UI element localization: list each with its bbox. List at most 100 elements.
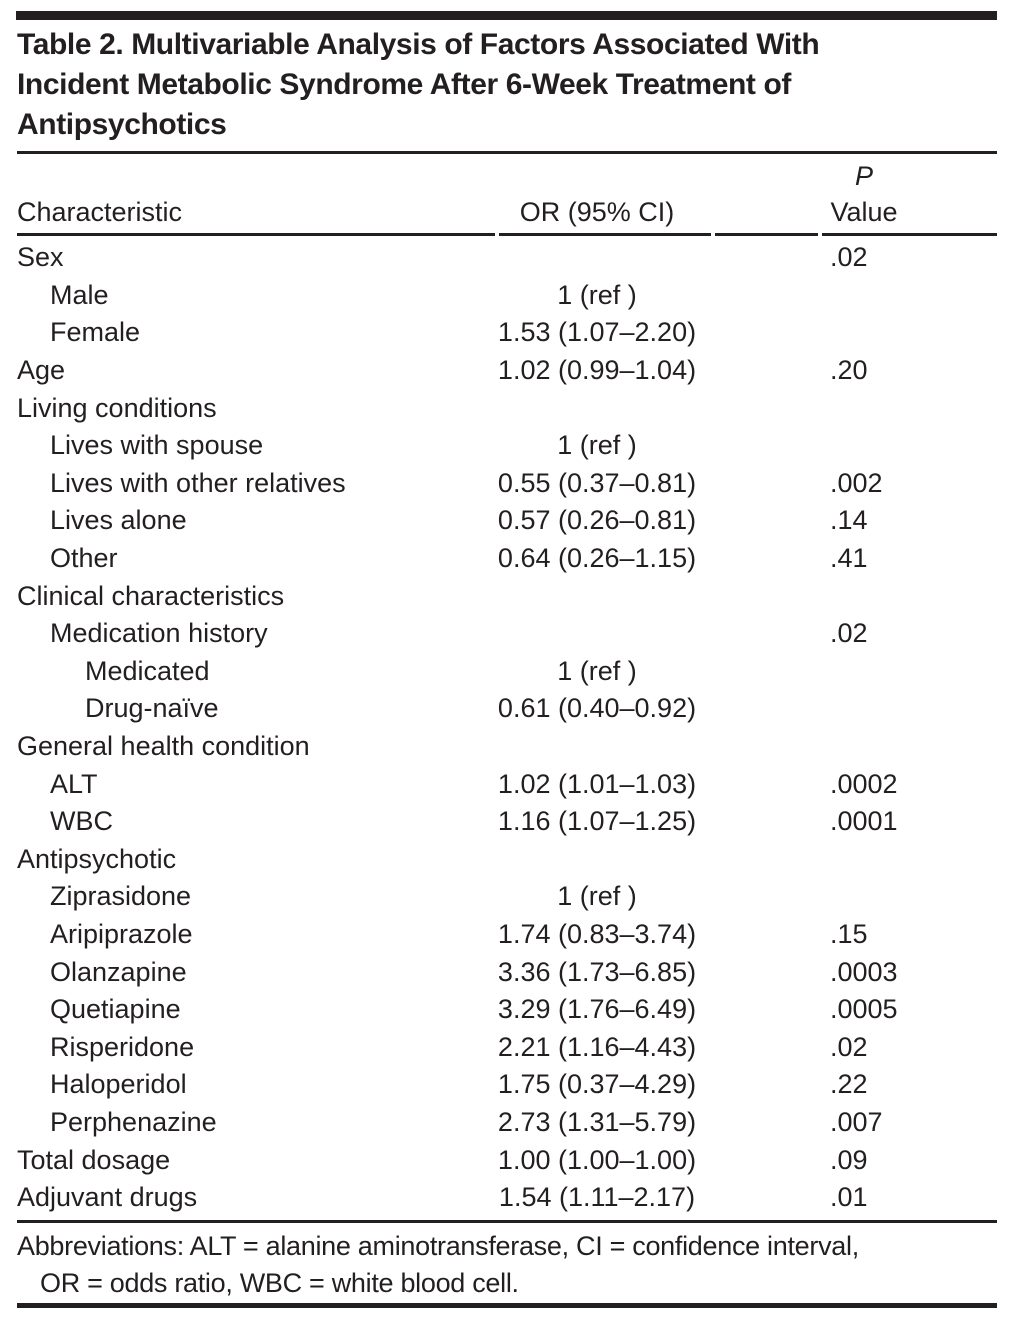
table-title-line: Incident Metabolic Syndrome After 6-Week…: [17, 68, 791, 101]
characteristic-cell: Male: [50, 279, 109, 310]
or-ci-cell: 1.54 (1.11–2.17): [498, 1182, 696, 1213]
or-ci-cell: 1 (ref ): [557, 430, 637, 461]
table-row: Lives with spouse 1 (ref ): [17, 427, 997, 465]
header-top-rule: [17, 151, 997, 154]
column-header-characteristic: Characteristic: [17, 197, 183, 227]
table-title-line: Antipsychotics: [17, 108, 227, 141]
characteristic-cell: WBC: [50, 806, 113, 837]
table-row: Age 1.02 (0.99–1.04) .20: [17, 352, 997, 390]
characteristic-cell: Drug-naïve: [85, 693, 219, 724]
characteristic-cell: Ziprasidone: [50, 881, 192, 912]
p-value-cell: .0003: [830, 956, 898, 987]
table-row: Living conditions: [17, 389, 997, 427]
table-top-bar: [16, 11, 997, 20]
table-row: Olanzapine 3.36 (1.73–6.85) .0003: [17, 953, 997, 991]
table-row: Male 1 (ref ): [17, 277, 997, 315]
characteristic-cell: Medicated: [85, 655, 210, 686]
characteristic-cell: Haloperidol: [50, 1069, 187, 1100]
table-row: General health condition: [17, 728, 997, 766]
p-value-cell: .09: [830, 1144, 868, 1175]
or-ci-cell: 0.57 (0.26–0.81): [497, 505, 697, 536]
table-row: Total dosage 1.00 (1.00–1.00) .09: [17, 1141, 997, 1179]
or-ci-cell: 1.74 (0.83–3.74): [497, 918, 697, 949]
table-row: Clinical characteristics: [17, 577, 997, 615]
table-row: Lives alone 0.57 (0.26–0.81) .14: [17, 502, 997, 540]
characteristic-cell: Other: [50, 543, 118, 574]
characteristic-cell: General health condition: [17, 731, 310, 762]
p-value-cell: .007: [830, 1106, 883, 1137]
p-value-cell: .15: [830, 918, 868, 949]
column-header-spacer: [707, 154, 818, 230]
p-value-cell: .02: [830, 618, 868, 649]
p-value-cell: .01: [830, 1182, 868, 1213]
column-header-or-ci: OR (95% CI): [519, 197, 675, 227]
or-ci-cell: 1.53 (1.07–2.20): [497, 317, 697, 348]
table-row: Female 1.53 (1.07–2.20): [17, 314, 997, 352]
or-ci-cell: 1 (ref ): [557, 881, 637, 912]
characteristic-cell: Clinical characteristics: [17, 580, 285, 611]
or-ci-cell: 0.64 (0.26–1.15): [497, 543, 697, 574]
column-header-p-value: P Value: [818, 158, 997, 230]
or-ci-cell: 1 (ref ): [557, 655, 637, 686]
p-value-cell: .002: [830, 467, 883, 498]
table-row: ALT 1.02 (1.01–1.03) .0002: [17, 765, 997, 803]
table-row: Haloperidol 1.75 (0.37–4.29) .22: [17, 1066, 997, 1104]
characteristic-cell: Sex: [17, 242, 64, 273]
characteristic-cell: Age: [17, 355, 66, 386]
p-value-cell: .0005: [830, 994, 898, 1025]
or-ci-cell: 1.00 (1.00–1.00): [497, 1144, 697, 1175]
characteristic-cell: Living conditions: [17, 392, 217, 423]
characteristic-cell: Total dosage: [17, 1144, 171, 1175]
p-header-word: Value: [830, 197, 898, 227]
table-row: Sex .02: [17, 239, 997, 277]
p-value-header-block: P Value: [828, 158, 900, 230]
table-row: Adjuvant drugs 1.54 (1.11–2.17) .01: [17, 1179, 997, 1217]
p-value-cell: .0002: [830, 768, 898, 799]
characteristic-cell: Risperidone: [50, 1031, 195, 1062]
characteristic-cell: Quetiapine: [50, 994, 181, 1025]
or-ci-cell: 0.61 (0.40–0.92): [497, 693, 697, 724]
footnote-line: OR = odds ratio, WBC = white blood cell.: [40, 1268, 519, 1298]
p-header-letter: P: [854, 161, 873, 191]
characteristic-cell: Olanzapine: [50, 956, 187, 987]
p-value-cell: .02: [830, 242, 868, 273]
rule-notch: [711, 233, 715, 236]
p-value-cell: .22: [830, 1069, 868, 1100]
table-row: WBC 1.16 (1.07–1.25) .0001: [17, 803, 997, 841]
table-row: Ziprasidone 1 (ref ): [17, 878, 997, 916]
or-ci-cell: 1 (ref ): [557, 279, 637, 310]
characteristic-cell: Perphenazine: [50, 1106, 217, 1137]
or-ci-cell: 3.29 (1.76–6.49): [497, 994, 697, 1025]
table-row: Lives with other relatives 0.55 (0.37–0.…: [17, 465, 997, 503]
or-ci-cell: 0.55 (0.37–0.81): [497, 467, 697, 498]
p-value-cell: .41: [830, 543, 868, 574]
characteristic-cell: Adjuvant drugs: [17, 1182, 198, 1213]
footnote-top-rule: [17, 1220, 997, 1223]
p-value-cell: .20: [830, 355, 868, 386]
header-bottom-rule: [17, 233, 997, 236]
table-row: Medication history .02: [17, 615, 997, 653]
table-row: Medicated 1 (ref ): [17, 653, 997, 691]
or-ci-cell: 1.75 (0.37–4.29): [497, 1069, 697, 1100]
table-body: Sex .02 Male 1 (ref ) Female 1.53 (1.07–…: [17, 239, 997, 1216]
table-title-line: Table 2. Multivariable Analysis of Facto…: [17, 28, 820, 61]
table-row: Drug-naïve 0.61 (0.40–0.92): [17, 690, 997, 728]
table-header-row: Characteristic OR (95% CI) P Value: [17, 154, 997, 230]
characteristic-cell: Lives with other relatives: [50, 467, 346, 498]
characteristic-cell: Aripiprazole: [50, 918, 193, 949]
table-row: Antipsychotic: [17, 841, 997, 879]
characteristic-cell: ALT: [50, 768, 98, 799]
characteristic-cell: Antipsychotic: [17, 843, 177, 874]
p-value-cell: .14: [830, 505, 868, 536]
table-row: Perphenazine 2.73 (1.31–5.79) .007: [17, 1104, 997, 1142]
or-ci-cell: 2.21 (1.16–4.43): [497, 1031, 697, 1062]
footnote-line: Abbreviations: ALT = alanine aminotransf…: [17, 1231, 859, 1261]
table-row: Risperidone 2.21 (1.16–4.43) .02: [17, 1028, 997, 1066]
or-ci-cell: 3.36 (1.73–6.85): [497, 956, 697, 987]
table-row: Quetiapine 3.29 (1.76–6.49) .0005: [17, 991, 997, 1029]
abbreviations-footnote: Abbreviations: ALT = alanine aminotransf…: [17, 1228, 992, 1302]
or-ci-cell: 1.02 (1.01–1.03): [497, 768, 697, 799]
p-value-cell: .0001: [830, 806, 898, 837]
table-bottom-rule: [17, 1303, 997, 1308]
